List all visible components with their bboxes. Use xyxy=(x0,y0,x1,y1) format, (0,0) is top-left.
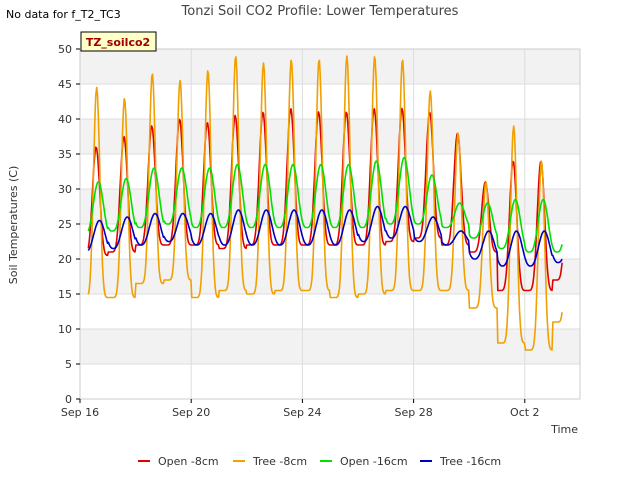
series-line-4 xyxy=(87,205,563,267)
series-line-2 xyxy=(87,55,563,351)
x-tick-label: Oct 2 xyxy=(510,406,540,419)
y-tick-label: 20 xyxy=(58,253,72,266)
y-tick-label: 40 xyxy=(58,113,72,126)
plot-background xyxy=(80,49,580,399)
no-data-notice: No data for f_T2_TC3 xyxy=(6,8,121,21)
y-tick-label: 30 xyxy=(58,183,72,196)
y-tick-label: 35 xyxy=(58,148,72,161)
plot-band xyxy=(80,119,580,154)
y-tick-label: 45 xyxy=(58,78,72,91)
y-axis-label: Soil Temperatures (C) xyxy=(7,166,20,285)
chart-title: Tonzi Soil CO2 Profile: Lower Temperatur… xyxy=(181,4,459,19)
x-tick-label: Sep 20 xyxy=(172,406,210,419)
legend-label: Open -16cm xyxy=(340,455,408,468)
tz-soilco2-annotation: TZ_soilco2 xyxy=(80,31,157,52)
series-line-3 xyxy=(87,156,563,253)
x-tick-label: Sep 16 xyxy=(61,406,99,419)
x-tick-label: Sep 28 xyxy=(394,406,432,419)
axes: 0 5 10 15 20 25 30 35 40 45 50 Sep 16 Sep 20 Sep 24 Se… xyxy=(58,43,581,419)
x-tick-label: Sep 24 xyxy=(283,406,321,419)
y-tick-label: 5 xyxy=(65,358,72,371)
plot-band xyxy=(80,49,580,84)
series-lines xyxy=(87,55,563,351)
x-axis-label: Time xyxy=(550,423,578,436)
y-tick-label: 10 xyxy=(58,323,72,336)
plot-band xyxy=(80,329,580,364)
y-tick-label: 0 xyxy=(65,393,72,406)
y-tick-label: 15 xyxy=(58,288,72,301)
series-line-1 xyxy=(87,107,563,292)
legend-label: Tree -8cm xyxy=(252,455,307,468)
y-tick-label: 50 xyxy=(58,43,72,56)
legend-label: Open -8cm xyxy=(158,455,219,468)
legend-label: Tree -16cm xyxy=(439,455,501,468)
legend: Open -8cm Tree -8cm Open -16cm Tree -16cm xyxy=(138,455,501,468)
annotation-label: TZ_soilco2 xyxy=(86,36,150,49)
y-tick-label: 25 xyxy=(58,218,72,231)
